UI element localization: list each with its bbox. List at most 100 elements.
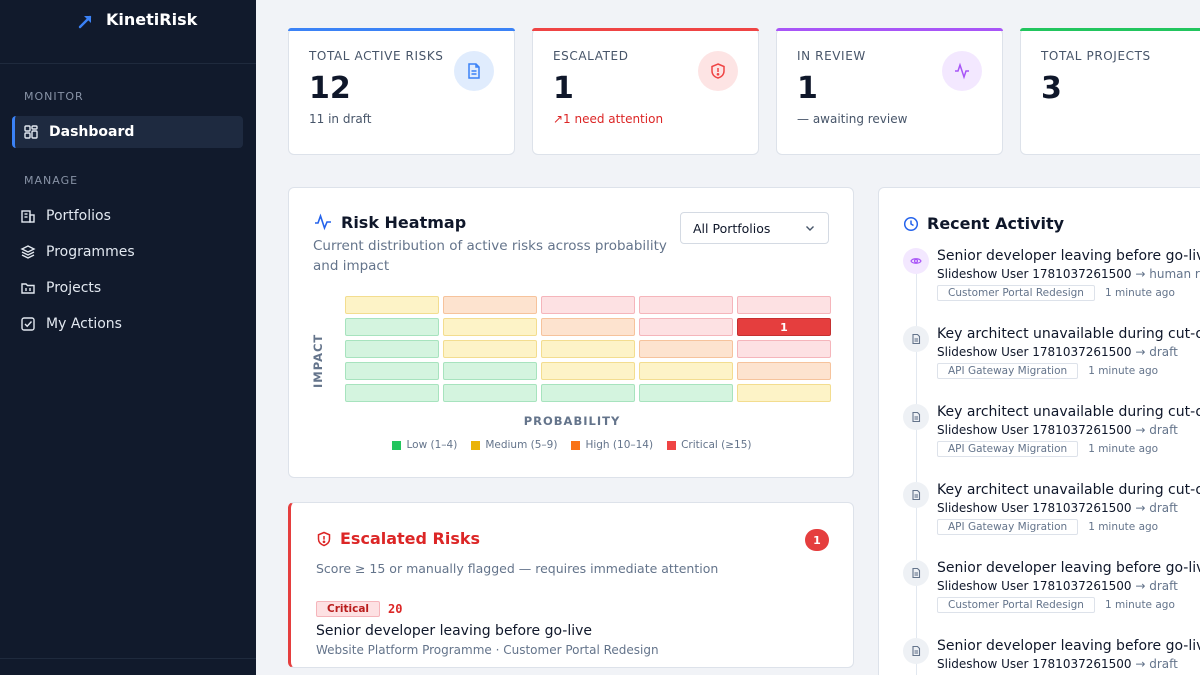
activity-project-tag[interactable]: API Gateway Migration: [937, 363, 1079, 379]
heatmap-cell[interactable]: [345, 362, 439, 380]
activity-status: draft: [1149, 423, 1178, 437]
activity-change: Slideshow User 1781037261500 → draft: [937, 423, 1200, 437]
sidebar-item-my-actions[interactable]: My Actions: [12, 308, 243, 340]
heatmap-cell[interactable]: [541, 318, 635, 336]
heatmap-cell[interactable]: [443, 384, 537, 402]
escalated-title: Escalated Risks: [316, 529, 828, 548]
stat-value: 12: [309, 71, 351, 106]
stat-label: ESCALATED: [553, 49, 629, 63]
stat-sub: — awaiting review: [797, 112, 908, 126]
escalated-description: Score ≥ 15 or manually flagged — require…: [316, 561, 719, 576]
eye-icon: [903, 248, 929, 274]
escalated-title-text: Escalated Risks: [340, 529, 481, 548]
legend-item-high: High (10–14): [571, 439, 653, 451]
legend-label: Medium (5–9): [485, 439, 558, 451]
checkbox-icon: [21, 317, 35, 331]
portfolio-filter-select[interactable]: All Portfolios: [680, 212, 829, 244]
shield-alert-icon: [317, 531, 331, 546]
heatmap-cell[interactable]: [737, 384, 831, 402]
activity-arrow: →: [1135, 657, 1146, 671]
risk-score: 20: [388, 602, 403, 616]
sidebar-item-programmes[interactable]: Programmes: [12, 236, 243, 268]
heatmap-cell[interactable]: [639, 318, 733, 336]
heatmap-cell[interactable]: [639, 340, 733, 358]
heatmap-cell[interactable]: [639, 362, 733, 380]
accent-bar: [776, 28, 1003, 31]
heatmap-cell[interactable]: [443, 340, 537, 358]
layers-icon: [20, 245, 36, 259]
stat-card-total-projects[interactable]: TOTAL PROJECTS 3: [1020, 28, 1200, 155]
building-icon: [21, 210, 35, 223]
heatmap-cell[interactable]: [541, 362, 635, 380]
activity-risk-title: Senior developer leaving before go-live: [937, 560, 1200, 576]
sidebar-item-projects[interactable]: Projects: [12, 272, 243, 304]
heatmap-cell[interactable]: [345, 384, 439, 402]
activity-project-tag[interactable]: Customer Portal Redesign: [937, 597, 1095, 613]
heatmap-cell[interactable]: [541, 384, 635, 402]
activity-risk-title: Senior developer leaving before go-live: [937, 638, 1200, 654]
heatmap-cell[interactable]: [345, 318, 439, 336]
legend-swatch: [571, 440, 581, 450]
sidebar-item-dashboard[interactable]: Dashboard: [12, 116, 243, 148]
arrow-up-right-logo-icon: [78, 15, 92, 29]
activity-project-tag[interactable]: API Gateway Migration: [937, 519, 1079, 535]
activity-project-tag[interactable]: API Gateway Migration: [937, 441, 1079, 457]
activity-change: Slideshow User 1781037261500 → draft: [937, 657, 1200, 671]
heatmap-cell[interactable]: [345, 296, 439, 314]
sidebar-item-label: Dashboard: [49, 124, 135, 140]
heatmap-legend: Low (1–4) Medium (5–9) High (10–14) Crit…: [289, 439, 855, 451]
stat-card-escalated[interactable]: ESCALATED 1 ↗1 need attention: [532, 28, 759, 155]
activity-status: human review: [1149, 267, 1200, 281]
shield-alert-icon: [698, 51, 738, 91]
stat-value: 1: [797, 71, 818, 106]
heatmap-title-text: Risk Heatmap: [341, 212, 467, 232]
stat-value: 3: [1041, 71, 1062, 106]
activity-user: Slideshow User 1781037261500: [937, 501, 1132, 515]
sidebar: KinetiRisk MONITOR Dashboard MANAGE Port…: [0, 0, 256, 675]
heatmap-cell[interactable]: [443, 296, 537, 314]
document-icon: [454, 51, 494, 91]
severity-badge: Critical: [316, 601, 381, 617]
accent-bar: [288, 28, 515, 31]
sidebar-item-label: Programmes: [46, 244, 135, 260]
legend-swatch: [471, 440, 481, 450]
activity-arrow: →: [1135, 423, 1146, 437]
activity-status: draft: [1149, 345, 1178, 359]
heatmap-cell[interactable]: [737, 296, 831, 314]
heatmap-cell[interactable]: 1: [737, 318, 831, 336]
escalated-risk-item[interactable]: Critical 20 Senior developer leaving bef…: [316, 601, 828, 657]
heatmap-cell[interactable]: [639, 384, 733, 402]
activity-title: Recent Activity: [903, 214, 1193, 233]
section-label-monitor: MONITOR: [24, 90, 84, 103]
impact-axis-label: IMPACT: [311, 333, 325, 388]
activity-user: Slideshow User 1781037261500: [937, 267, 1132, 281]
activity-risk-title: Key architect unavailable during cut-ove…: [937, 326, 1200, 342]
brand[interactable]: KinetiRisk: [0, 0, 256, 64]
legend-swatch: [667, 440, 677, 450]
heatmap-cell[interactable]: [737, 340, 831, 358]
dashboard-icon: [24, 125, 38, 139]
stat-card-in-review[interactable]: IN REVIEW 1 — awaiting review: [776, 28, 1003, 155]
legend-item-medium: Medium (5–9): [471, 439, 557, 451]
activity-project-tag[interactable]: Customer Portal Redesign: [937, 285, 1095, 301]
sidebar-item-portfolios[interactable]: Portfolios: [12, 200, 243, 232]
heatmap-cell[interactable]: [737, 362, 831, 380]
activity-status: draft: [1149, 579, 1178, 593]
heatmap-description: Current distribution of active risks acr…: [313, 238, 667, 275]
folder-icon: [21, 283, 35, 294]
heatmap-cell[interactable]: [345, 340, 439, 358]
activity-user: Slideshow User 1781037261500: [937, 657, 1132, 671]
legend-item-low: Low (1–4): [392, 439, 457, 451]
heatmap-cell[interactable]: [443, 362, 537, 380]
heatmap-cell[interactable]: [541, 340, 635, 358]
document-icon: [903, 482, 929, 508]
document-icon: [903, 638, 929, 664]
heatmap-cell[interactable]: [443, 318, 537, 336]
heatmap-cell[interactable]: [541, 296, 635, 314]
stat-sub: 11 in draft: [309, 112, 372, 126]
sidebar-item-label: Portfolios: [46, 208, 111, 224]
stat-card-total-active-risks[interactable]: TOTAL ACTIVE RISKS 12 11 in draft: [288, 28, 515, 155]
heatmap-cell[interactable]: [639, 296, 733, 314]
activity-user: Slideshow User 1781037261500: [937, 579, 1132, 593]
chevron-down-icon: [806, 226, 814, 231]
